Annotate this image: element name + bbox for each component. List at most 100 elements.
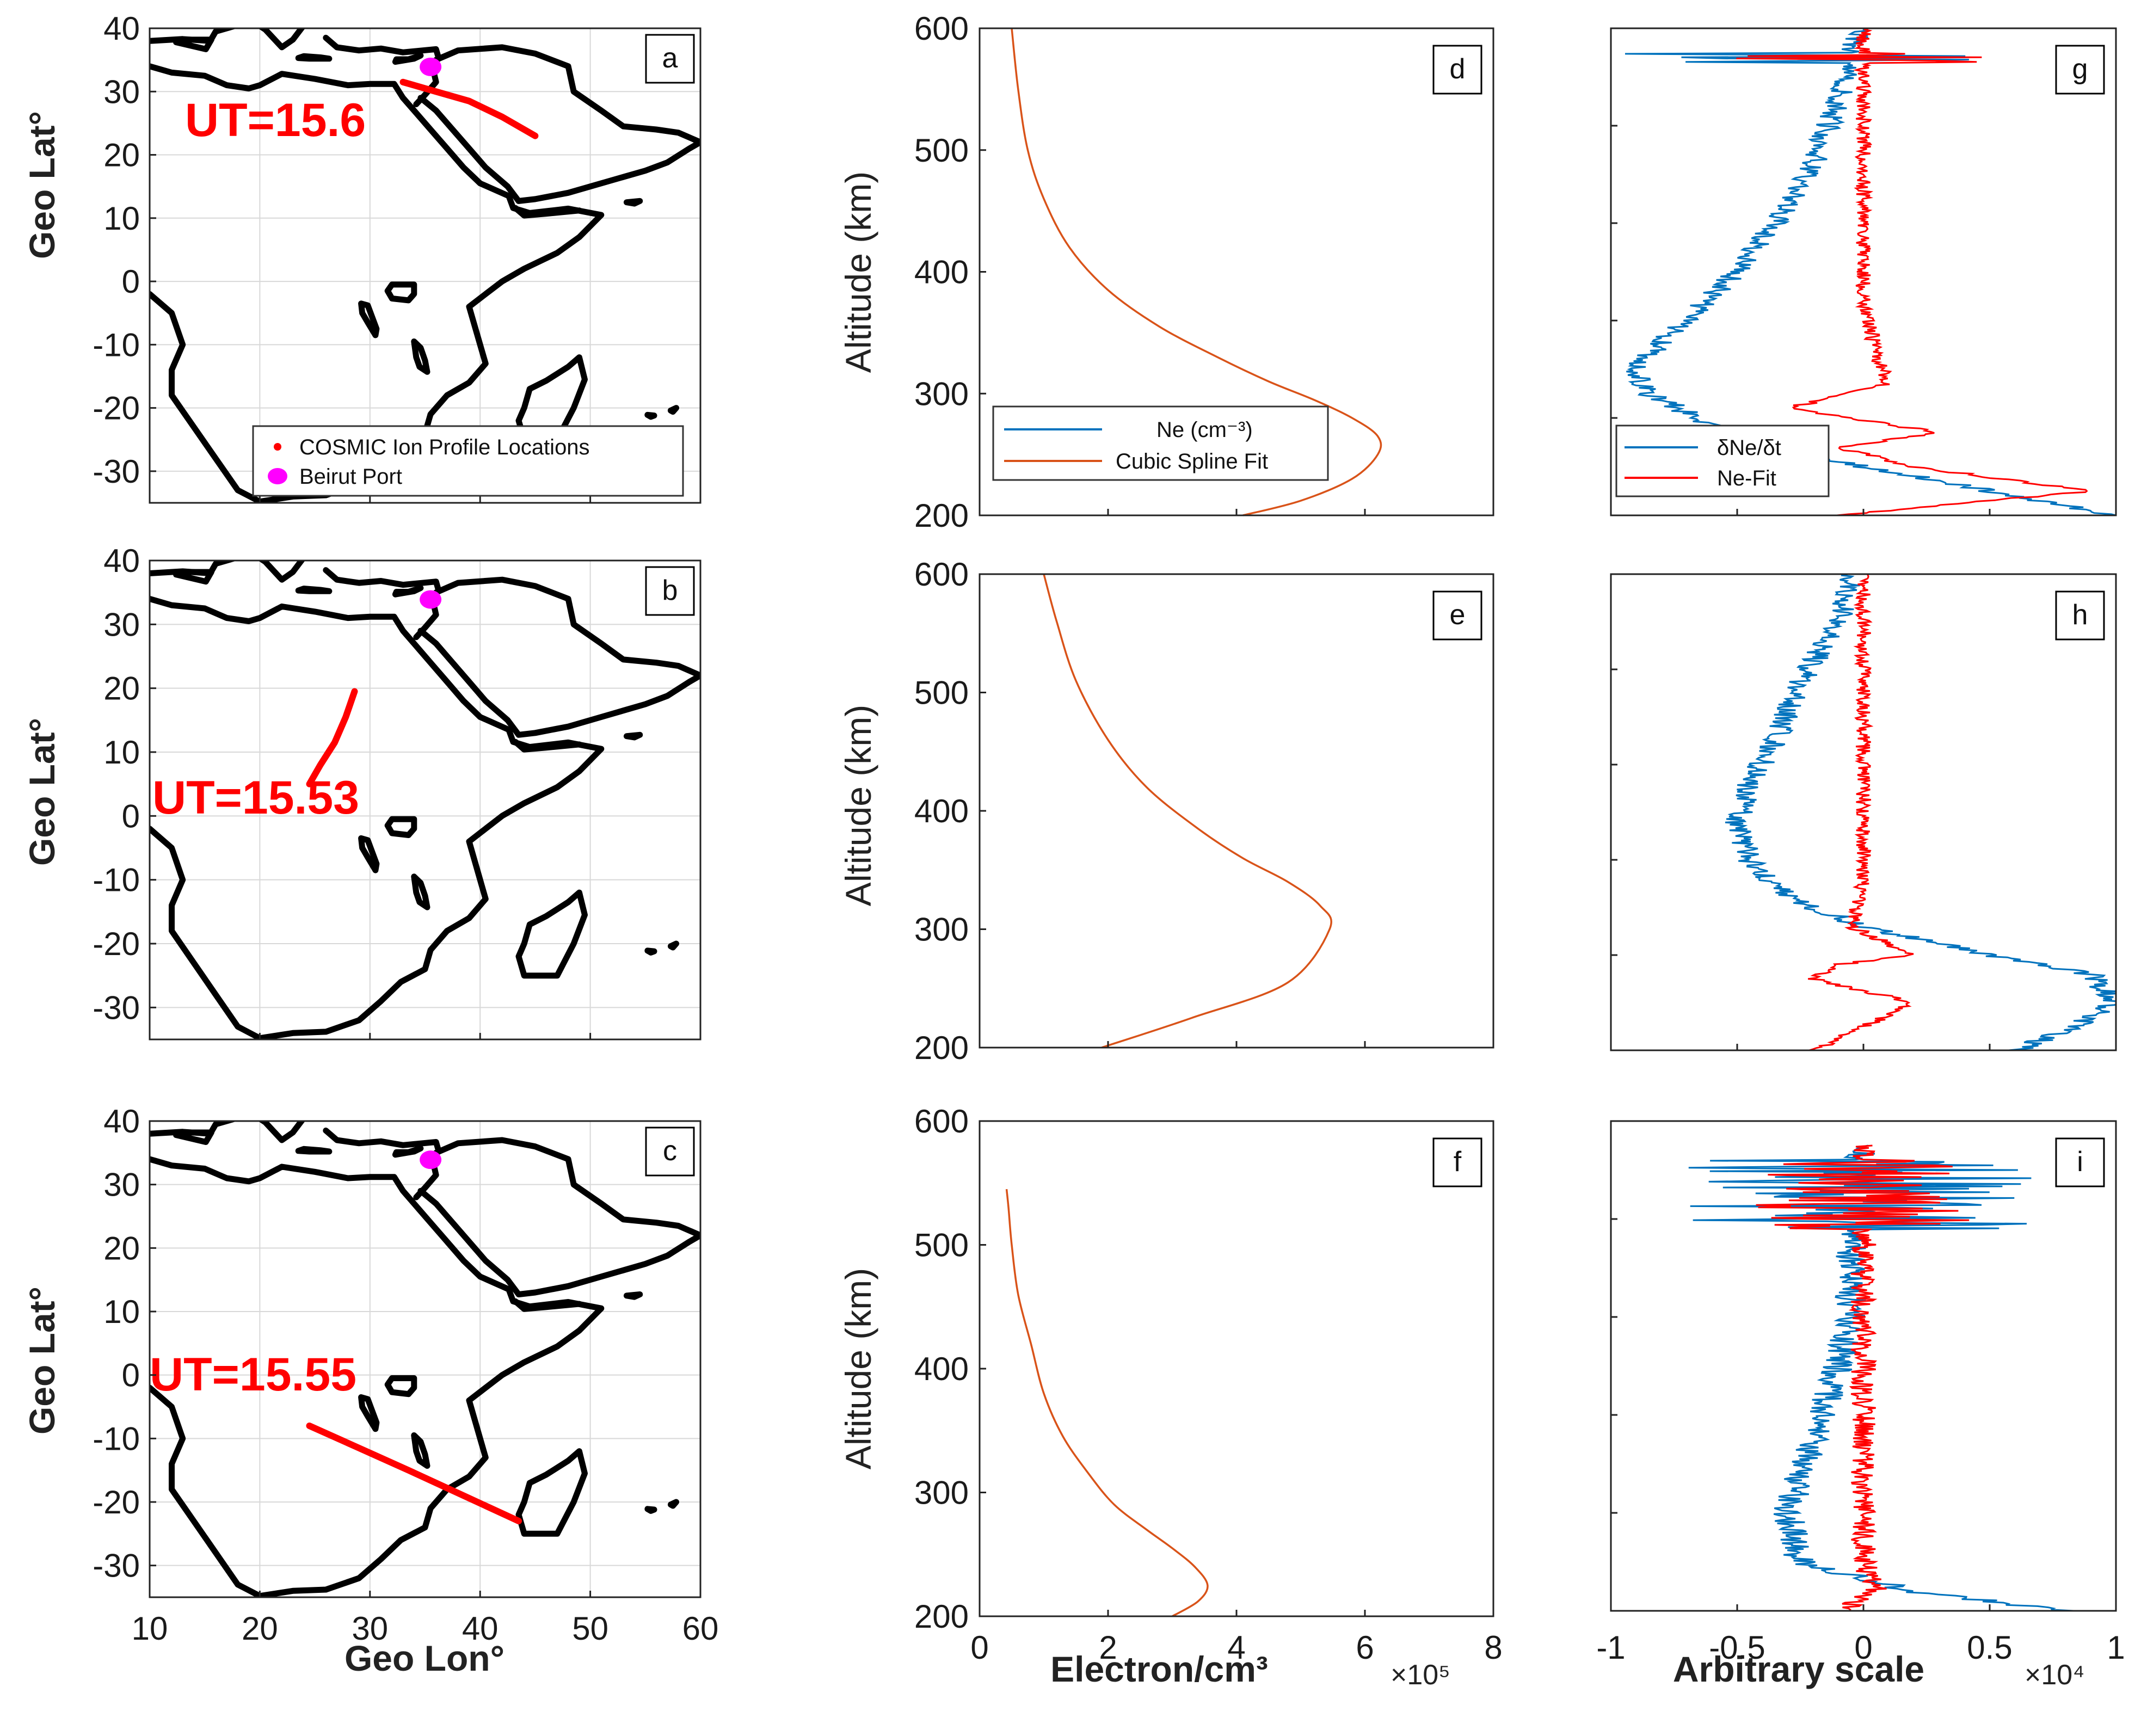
- lake-victoria: [384, 1375, 417, 1398]
- island-sicily: [173, 569, 214, 585]
- y-tick-label: 10: [103, 1294, 140, 1330]
- legend-box: [252, 425, 684, 497]
- island-mauritius: [667, 1499, 679, 1509]
- x-tick-label: 40: [462, 1610, 499, 1647]
- profile-xlabel: Electron/cm³: [1050, 1649, 1268, 1689]
- x-tick-label: 2: [1099, 1629, 1117, 1666]
- y-tick-label: 500: [914, 675, 969, 711]
- island-socotra: [623, 731, 643, 741]
- coast-europe: [150, 561, 305, 583]
- derivative-panel-h: h: [1610, 573, 2117, 1051]
- island-crete: [295, 1146, 333, 1155]
- x-tick-label: 0: [1854, 1629, 1872, 1666]
- legend-box: [992, 405, 1329, 481]
- y-tick-label: 20: [103, 670, 140, 707]
- island-mauritius: [667, 940, 679, 951]
- lake-malawi: [411, 338, 430, 375]
- coast-red-sea: [417, 95, 700, 204]
- coast-europe: [150, 28, 305, 51]
- x-tick-label: 6: [1356, 1629, 1374, 1666]
- series-group: [1688, 1144, 2074, 1611]
- y-tick-label: 300: [914, 912, 969, 948]
- x-tick-label: -1: [1596, 1629, 1625, 1666]
- series-group: [1725, 574, 2116, 1050]
- panel-label: b: [662, 575, 678, 606]
- panel-label-box: [1432, 45, 1482, 95]
- y-tick-label: 200: [914, 1030, 969, 1066]
- y-tick-label: 200: [914, 1598, 969, 1635]
- panel-label-box: [1432, 1137, 1482, 1187]
- y-tick-label: -20: [93, 390, 140, 427]
- y-tick-label: 20: [103, 137, 140, 174]
- legend-label-fit: Ne-Fit: [1717, 466, 1776, 490]
- coast-turkey: [323, 34, 441, 60]
- series-dne-dt: [1725, 574, 2116, 1050]
- lake-victoria: [384, 816, 417, 838]
- y-tick-label: 10: [103, 200, 140, 237]
- coast-gulf-aden: [512, 738, 582, 753]
- x-tick-label: 30: [352, 1610, 388, 1647]
- map-panel-a: UT=15.6 a 40 30 20 10 0 -10 -20 -30 COSMIC Ion Pro…: [93, 10, 702, 504]
- y-tick-label: 300: [914, 375, 969, 412]
- island-reunion: [644, 1506, 657, 1514]
- y-tick-label: 0: [122, 1357, 140, 1394]
- axes-frame: [149, 27, 702, 504]
- map-xlabel: Geo Lon°: [344, 1638, 504, 1678]
- profile-ylabel-e: Altitude (km): [838, 705, 878, 906]
- panel-label: e: [1450, 599, 1466, 631]
- y-tick-label: 0: [122, 798, 140, 834]
- lake-tanganyika: [358, 835, 380, 873]
- panel-label-box: [1432, 590, 1482, 641]
- ionprofile-track: [306, 688, 358, 787]
- panel-label-box: [645, 1126, 695, 1177]
- panel-label: f: [1454, 1146, 1462, 1178]
- y-tick-label: 500: [914, 132, 969, 169]
- y-tick-label: 600: [914, 1103, 969, 1140]
- coast-red-sea: [417, 1187, 700, 1297]
- y-tick-label: 10: [103, 734, 140, 771]
- series-ne-fit: [1736, 28, 2088, 515]
- panel-label-box: [2055, 1137, 2105, 1187]
- coast-levant: [413, 44, 700, 145]
- coast-madagascar: [515, 1448, 588, 1537]
- lake-tanganyika: [358, 1394, 380, 1432]
- beirut-port-marker: [420, 590, 442, 609]
- y-tick-label: -30: [93, 989, 140, 1026]
- axes-frame: [149, 559, 702, 1041]
- y-tick-label: 600: [914, 556, 969, 593]
- y-tick-label: -30: [93, 1548, 140, 1584]
- island-socotra: [623, 198, 643, 207]
- y-tick-label: -10: [93, 1420, 140, 1457]
- legend-marker-port: [268, 468, 287, 484]
- profile-panel-f: 200 300 400 500 600 0 2 4 6 8 f: [914, 1103, 1503, 1666]
- coast-red-sea: [417, 627, 700, 738]
- axes-frame: [149, 1120, 702, 1598]
- lake-malawi: [411, 873, 430, 910]
- y-tick-label: 30: [103, 73, 140, 110]
- y-tick-label: 400: [914, 793, 969, 829]
- y-tick-label: 400: [914, 1351, 969, 1387]
- panel-label: c: [663, 1135, 677, 1167]
- panel-label-box: [645, 34, 695, 84]
- fit-curve: [1005, 1189, 1209, 1617]
- legend-label-ne: Ne (cm⁻³): [1156, 418, 1253, 442]
- x-tick-label: 0.5: [1967, 1629, 2012, 1666]
- derivative-panel-i: -1 -0.5 0 0.5 1 i: [1596, 1120, 2125, 1666]
- island-socotra: [623, 1291, 643, 1300]
- coast-turkey: [323, 567, 441, 593]
- y-tick-label: -20: [93, 1484, 140, 1520]
- legend-label-dne: δNe/δt: [1717, 436, 1781, 460]
- map-ylabel-c: Geo Lat°: [22, 1286, 62, 1435]
- y-tick-label: 20: [103, 1230, 140, 1266]
- island-crete: [295, 586, 333, 594]
- island-mauritius: [667, 405, 679, 415]
- coast-europe: [150, 1121, 305, 1143]
- y-tick-label: -10: [93, 327, 140, 363]
- profile-x-multiplier: ×10⁵: [1390, 1659, 1450, 1691]
- y-tick-label: 30: [103, 1167, 140, 1203]
- y-tick-label: 40: [103, 543, 140, 579]
- series-ne-fit: [1808, 574, 1914, 1050]
- legend-label-fit: Cubic Spline Fit: [1116, 450, 1268, 473]
- beirut-port-marker: [420, 1150, 442, 1169]
- y-tick-label: 600: [914, 10, 969, 47]
